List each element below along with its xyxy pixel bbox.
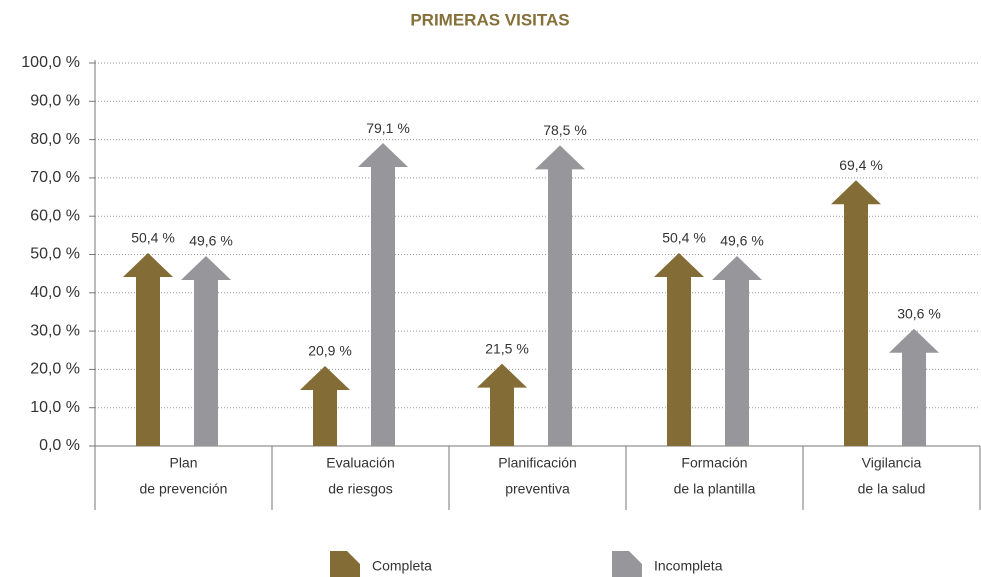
arrow-bar	[123, 252, 173, 446]
arrow-bar	[535, 145, 585, 446]
value-label: 20,9 %	[308, 343, 352, 359]
y-tick-label: 60,0 %	[30, 207, 80, 224]
x-tick-label: Vigilancia	[862, 455, 922, 471]
arrow-bar	[889, 328, 939, 446]
value-label: 30,6 %	[897, 306, 941, 322]
arrow-bar	[477, 363, 527, 446]
value-label: 49,6 %	[189, 233, 233, 249]
y-tick-label: 80,0 %	[30, 131, 80, 148]
arrow-bar	[831, 180, 881, 446]
chart-title: PRIMERAS VISITAS	[410, 10, 569, 29]
legend-label: Completa	[372, 558, 432, 574]
y-tick-label: 50,0 %	[30, 246, 80, 263]
value-label: 50,4 %	[662, 230, 706, 246]
x-tick-label: Plan	[169, 455, 197, 471]
y-tick-label: 0,0 %	[39, 437, 80, 454]
x-tick-label: de prevención	[140, 481, 228, 497]
value-label: 49,6 %	[720, 233, 764, 249]
x-tick-label: Formación	[681, 455, 747, 471]
value-label: 21,5 %	[485, 340, 529, 356]
y-tick-label: 100,0 %	[21, 54, 80, 71]
legend-swatch	[612, 551, 642, 577]
y-tick-label: 10,0 %	[30, 399, 80, 416]
x-tick-label: preventiva	[505, 481, 570, 497]
value-label: 50,4 %	[131, 230, 175, 246]
value-label: 69,4 %	[839, 157, 883, 173]
y-tick-label: 30,0 %	[30, 322, 80, 339]
arrow-bar	[300, 365, 350, 446]
arrow-bar	[358, 143, 408, 446]
y-tick-label: 90,0 %	[30, 93, 80, 110]
x-tick-label: Planificación	[498, 455, 577, 471]
value-label: 79,1 %	[366, 120, 410, 136]
legend-label: Incompleta	[654, 558, 723, 574]
x-tick-label: Evaluación	[326, 455, 395, 471]
y-tick-label: 40,0 %	[30, 284, 80, 301]
arrow-bar	[712, 256, 762, 446]
y-tick-label: 20,0 %	[30, 361, 80, 378]
value-label: 78,5 %	[543, 122, 587, 138]
x-tick-label: de la plantilla	[674, 481, 756, 497]
arrow-bar	[181, 256, 231, 446]
legend-swatch	[330, 551, 360, 577]
arrow-bar	[654, 252, 704, 446]
x-tick-label: de riesgos	[328, 481, 393, 497]
x-tick-label: de la salud	[858, 481, 926, 497]
y-tick-label: 70,0 %	[30, 169, 80, 186]
